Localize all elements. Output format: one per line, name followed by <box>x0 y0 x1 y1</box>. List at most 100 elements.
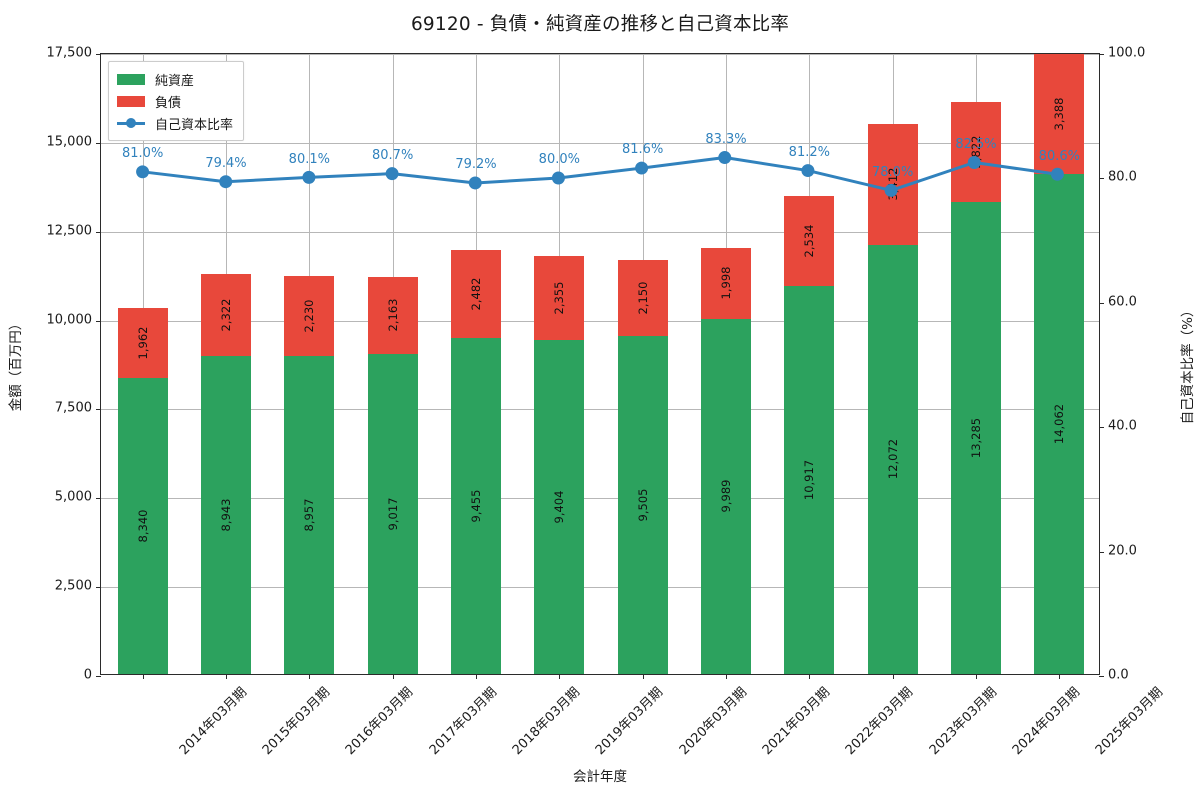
bar-group[interactable]: 9,455 2,482 <box>451 249 501 674</box>
y-axis-right-tick <box>1099 178 1104 180</box>
y-axis-left-tick-label: 7,500 <box>54 400 92 416</box>
bar-segment-net-assets[interactable]: 8,957 <box>284 355 335 674</box>
bar-segment-net-assets[interactable]: 9,505 <box>617 336 668 674</box>
x-axis-tick-label: 2018年03月期 <box>509 684 584 759</box>
gridline-horizontal <box>101 409 1099 411</box>
legend-item-label: 自己資本比率 <box>155 117 234 133</box>
bar-segment-net-assets[interactable]: 9,455 <box>451 337 501 674</box>
legend-item[interactable]: 負債 <box>117 90 233 112</box>
x-axis-tick <box>226 674 227 679</box>
bar-segment-net-assets[interactable]: 10,917 <box>784 285 835 674</box>
legend-item[interactable]: 純資産 <box>117 68 233 90</box>
y-axis-right-tick-label: 0.0 <box>1108 667 1129 683</box>
ratio-line-series <box>136 151 1064 197</box>
ratio-data-point[interactable] <box>718 151 732 165</box>
ratio-line-path <box>141 156 1059 192</box>
y-axis-left-tick-label: 15,000 <box>46 134 93 150</box>
y-axis-right-tick <box>1099 302 1104 304</box>
bar-segment-net-assets[interactable]: 14,062 <box>1034 174 1085 674</box>
x-axis-tick <box>976 674 977 679</box>
bar-segment-net-assets[interactable]: 9,017 <box>367 353 418 674</box>
y-axis-right-tick-label: 20.0 <box>1108 543 1137 559</box>
ratio-data-point[interactable] <box>551 171 565 185</box>
ratio-data-point[interactable] <box>1050 167 1064 181</box>
bar-group[interactable]: 9,404 2,355 <box>534 256 585 674</box>
legend-item[interactable]: 自己資本比率 <box>117 112 233 134</box>
x-axis-tick-label: 2014年03月期 <box>176 684 250 759</box>
y-axis-left-tick-label: 2,500 <box>54 578 92 594</box>
bar-group[interactable]: 9,989 1,998 <box>701 247 751 674</box>
bar-segment-net-assets[interactable]: 9,404 <box>534 339 585 674</box>
x-axis-tick <box>809 674 811 679</box>
bar-segment-liabilities[interactable]: 1,962 <box>117 307 168 378</box>
x-axis-tick <box>559 674 561 679</box>
x-axis-tick <box>726 674 727 679</box>
y-axis-left-tick-label: 10,000 <box>46 312 93 328</box>
ratio-data-point[interactable] <box>967 156 981 169</box>
bar-group[interactable]: 8,340 1,962 <box>117 307 168 674</box>
y-axis-right-tick <box>1099 54 1104 55</box>
bar-group[interactable]: 8,957 2,230 <box>284 276 335 674</box>
x-axis-tick <box>309 674 311 679</box>
bar-segment-liabilities[interactable]: 2,482 <box>451 249 501 338</box>
bar-group[interactable]: 9,017 2,163 <box>367 276 418 674</box>
y-axis-right-tick-label: 40.0 <box>1108 418 1137 434</box>
bar-segment-liabilities[interactable]: 2,822 <box>951 101 1001 202</box>
x-axis-tick-label: 2024年03月期 <box>1009 684 1084 759</box>
ratio-value-label: 81.2% <box>788 144 830 160</box>
ratio-data-point[interactable] <box>136 165 150 179</box>
ratio-data-point[interactable] <box>801 164 815 178</box>
bar-segment-liabilities[interactable]: 2,355 <box>534 256 585 340</box>
ratio-data-point[interactable] <box>635 161 649 175</box>
bar-segment-net-assets[interactable]: 8,943 <box>201 356 251 674</box>
x-axis-tick-label: 2019年03月期 <box>593 684 667 759</box>
y-axis-left-label: 金額（百万円） <box>8 316 24 412</box>
x-axis-tick <box>892 674 894 679</box>
gridline-horizontal <box>101 498 1099 500</box>
bar-group[interactable]: 9,505 2,150 <box>617 259 668 674</box>
x-axis-tick-label: 2025年03月期 <box>1093 684 1167 759</box>
gridline-horizontal <box>101 54 1099 55</box>
y-axis-left-tick-label: 0 <box>83 667 92 683</box>
legend-line-marker-icon <box>117 116 145 130</box>
bar-group[interactable]: 14,062 3,388 <box>1034 53 1085 674</box>
y-axis-right-tick-label: 100.0 <box>1108 45 1146 61</box>
y-axis-left-tick <box>96 498 101 500</box>
chart-legend: 純資産負債自己資本比率 <box>108 61 245 141</box>
ratio-value-label: 80.0% <box>538 152 580 168</box>
ratio-data-point[interactable] <box>884 183 898 197</box>
y-axis-left-tick <box>96 54 101 55</box>
y-axis-right-tick <box>1099 551 1104 553</box>
bar-segment-net-assets[interactable]: 12,072 <box>867 244 918 674</box>
ratio-value-label: 79.4% <box>205 156 247 172</box>
bar-segment-net-assets[interactable]: 8,340 <box>117 377 168 674</box>
ratio-value-label: 80.6% <box>1038 148 1080 164</box>
ratio-data-point[interactable] <box>385 167 399 181</box>
y-axis-left-tick <box>96 231 101 233</box>
ratio-data-point[interactable] <box>302 170 316 184</box>
x-axis-tick <box>142 674 144 679</box>
bar-group[interactable]: 10,917 2,534 <box>784 195 835 674</box>
bar-segment-liabilities[interactable]: 2,322 <box>201 273 251 357</box>
y-axis-left-tick-label: 12,500 <box>46 223 93 239</box>
bar-segment-liabilities[interactable]: 1,998 <box>701 247 751 319</box>
y-axis-right-tick-label: 80.0 <box>1108 169 1137 185</box>
bar-segment-liabilities[interactable]: 3,388 <box>1034 53 1085 175</box>
ratio-data-point[interactable] <box>219 175 233 189</box>
bar-segment-liabilities[interactable]: 2,534 <box>784 195 835 286</box>
bar-segment-net-assets[interactable]: 9,989 <box>701 318 751 674</box>
x-axis-tick-label: 2021年03月期 <box>759 684 834 759</box>
bar-segment-net-assets[interactable]: 13,285 <box>951 201 1001 674</box>
bar-group[interactable]: 13,285 2,822 <box>951 101 1001 674</box>
ratio-data-point[interactable] <box>468 176 482 190</box>
bar-segment-liabilities[interactable]: 2,230 <box>284 276 335 356</box>
y-axis-right-tick-label: 60.0 <box>1108 294 1137 310</box>
bar-segment-liabilities[interactable]: 2,163 <box>367 276 418 354</box>
gridline-horizontal <box>101 231 1099 233</box>
legend-item-label: 負債 <box>155 95 182 111</box>
bar-segment-liabilities[interactable]: 2,150 <box>617 259 668 337</box>
x-axis-tick-label: 2023年03月期 <box>926 684 1000 759</box>
bar-group[interactable]: 8,943 2,322 <box>201 273 251 674</box>
x-axis-tick-label: 2022年03月期 <box>843 684 917 759</box>
x-axis-tick <box>642 674 644 679</box>
